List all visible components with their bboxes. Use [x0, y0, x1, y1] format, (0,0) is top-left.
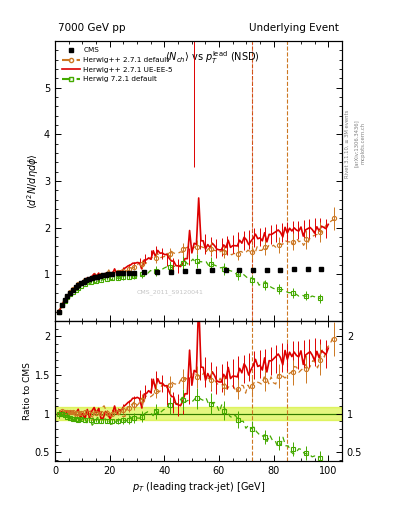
Text: 7000 GeV pp: 7000 GeV pp: [58, 23, 125, 33]
Legend: CMS, Herwig++ 2.7.1 default, Herwig++ 2.7.1 UE-EE-5, Herwig 7.2.1 default: CMS, Herwig++ 2.7.1 default, Herwig++ 2.…: [61, 48, 173, 82]
X-axis label: $p_T$ (leading track-jet) [GeV]: $p_T$ (leading track-jet) [GeV]: [132, 480, 265, 494]
Text: $\langle N_{ch}\rangle$ vs $p_T^{\rm lead}$ (NSD): $\langle N_{ch}\rangle$ vs $p_T^{\rm lea…: [165, 49, 260, 66]
Bar: [55, 408, 342, 420]
Text: mcplots.cern.ch: mcplots.cern.ch: [361, 122, 366, 164]
Text: Underlying Event: Underlying Event: [249, 23, 339, 33]
Y-axis label: $\langle d^2 N/d\eta d\phi\rangle$: $\langle d^2 N/d\eta d\phi\rangle$: [25, 153, 41, 209]
Text: Rivet 3.1.10, ≥ 3M events: Rivet 3.1.10, ≥ 3M events: [345, 109, 350, 178]
Text: CMS_2011_S9120041: CMS_2011_S9120041: [136, 289, 203, 294]
Y-axis label: Ratio to CMS: Ratio to CMS: [23, 362, 32, 420]
Text: [arXiv:1306.3436]: [arXiv:1306.3436]: [354, 119, 359, 167]
